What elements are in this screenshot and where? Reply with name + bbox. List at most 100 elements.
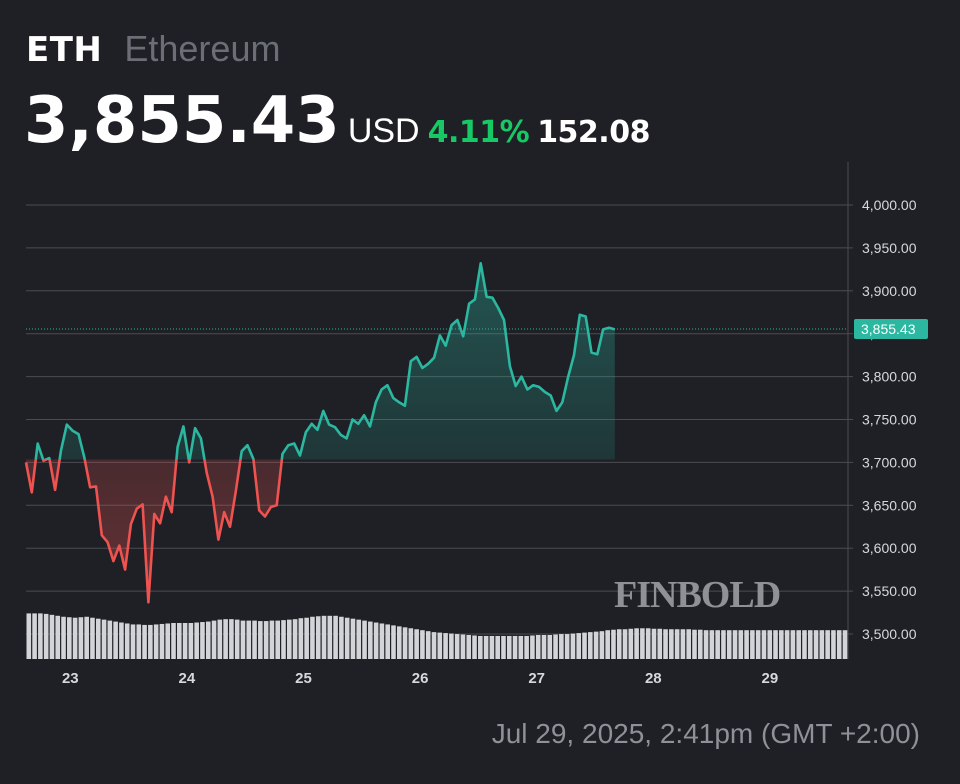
asset-header: ETH Ethereum [26,28,280,70]
volume-bar [512,635,518,659]
volume-bar [396,626,402,659]
volume-bar [651,628,657,659]
volume-bar [547,635,553,659]
volume-bar [761,630,767,659]
current-price-tag-label: 3,855.43 [861,321,916,337]
x-tick-label: 25 [295,670,312,687]
volume-bar [391,625,396,659]
volume-bar [721,630,726,659]
volume-bar [657,628,663,659]
volume-bar [356,619,362,659]
volume-bar [368,621,373,659]
volume-bar [709,630,715,659]
volume-bar [217,619,223,659]
x-tick-label: 24 [179,670,196,687]
volume-bar [269,620,275,659]
volume-bar [750,630,755,659]
volume-bar [246,620,252,659]
volume-bar [744,630,749,659]
volume-bar [298,618,304,659]
volume-bar [339,616,344,659]
volume-bar [819,630,825,659]
volume-bar [732,630,738,659]
volume-bar [315,616,321,659]
volume-bar [379,623,385,659]
volume-bar [553,634,558,659]
y-tick-label: 3,700.00 [862,454,917,470]
volume-bar [171,623,176,659]
volume-bar [576,633,582,659]
y-tick-label: 3,550.00 [862,583,917,599]
asset-name: Ethereum [124,28,281,69]
currency-label: USD [347,112,420,150]
volume-bar [692,629,697,659]
volume-bar [223,619,228,659]
volume-bar [292,619,298,659]
change-percent: 4.11% [427,115,530,150]
volume-bar [622,629,628,659]
volume-bar [738,630,744,659]
volume-bar [101,619,107,659]
volume-bar [483,635,489,659]
volume-bar [286,619,292,659]
volume-bar [194,622,199,659]
volume-bar [611,629,616,659]
volume-bar [321,615,327,659]
volume-bar [506,635,512,659]
volume-bar [263,621,269,659]
volume-bar [599,631,605,659]
volume-bar [634,628,639,659]
change-value: 152.08 [537,115,650,150]
volume-bar [535,635,541,659]
volume-bar [32,613,37,659]
x-tick-label: 28 [645,670,662,687]
volume-bar [113,621,118,659]
y-tick-label: 3,750.00 [862,412,917,428]
volume-bar [252,620,257,659]
volume-bar [588,632,593,659]
volume-bar [107,620,113,659]
y-tick-label: 3,500.00 [862,626,917,642]
y-tick-label: 4,000.00 [862,197,917,213]
x-tick-label: 29 [762,670,779,687]
volume-bar [489,635,495,659]
volume-bar [148,624,153,659]
volume-bar [431,632,437,659]
volume-bar [72,617,78,659]
volume-bar [49,614,55,659]
volume-bar [43,613,49,659]
volume-bar [437,632,443,659]
price-row: 3,855.43 USD 4.11% 152.08 [24,84,650,158]
x-tick-label: 26 [412,670,429,687]
volume-bar [344,617,350,659]
volume-bar [165,623,171,659]
volume-bar [460,634,466,659]
volume-bar [697,629,703,659]
volume-bar [767,630,773,659]
volume-bar [825,630,830,659]
volume-bar [425,631,431,659]
volume-bar [570,633,576,659]
volume-bar [669,629,674,659]
volume-bar [310,616,315,659]
volume-bar [90,617,95,659]
volume-bar [95,618,101,659]
volume-bar [130,624,136,659]
volume-bar [443,633,448,659]
volume-bar [703,630,709,659]
volume-bar [182,623,188,659]
volume-bar [84,616,89,659]
volume-bar [616,629,622,659]
y-tick-label: 3,600.00 [862,540,917,556]
volume-bar [159,623,165,659]
volume-bar [686,629,692,659]
volume-bar [755,630,761,659]
volume-bar [559,634,564,659]
price-line-up [34,262,616,460]
timestamp: Jul 29, 2025, 2:41pm (GMT +2:00) [491,718,920,749]
volume-bar [663,629,668,659]
volume-bar [275,620,281,659]
y-tick-label: 3,950.00 [862,240,917,256]
price-chart: 3,500.00 3,550.00 3,600.00 3,650.00 3,700.00… [24,162,928,687]
price-line-down [24,459,284,604]
